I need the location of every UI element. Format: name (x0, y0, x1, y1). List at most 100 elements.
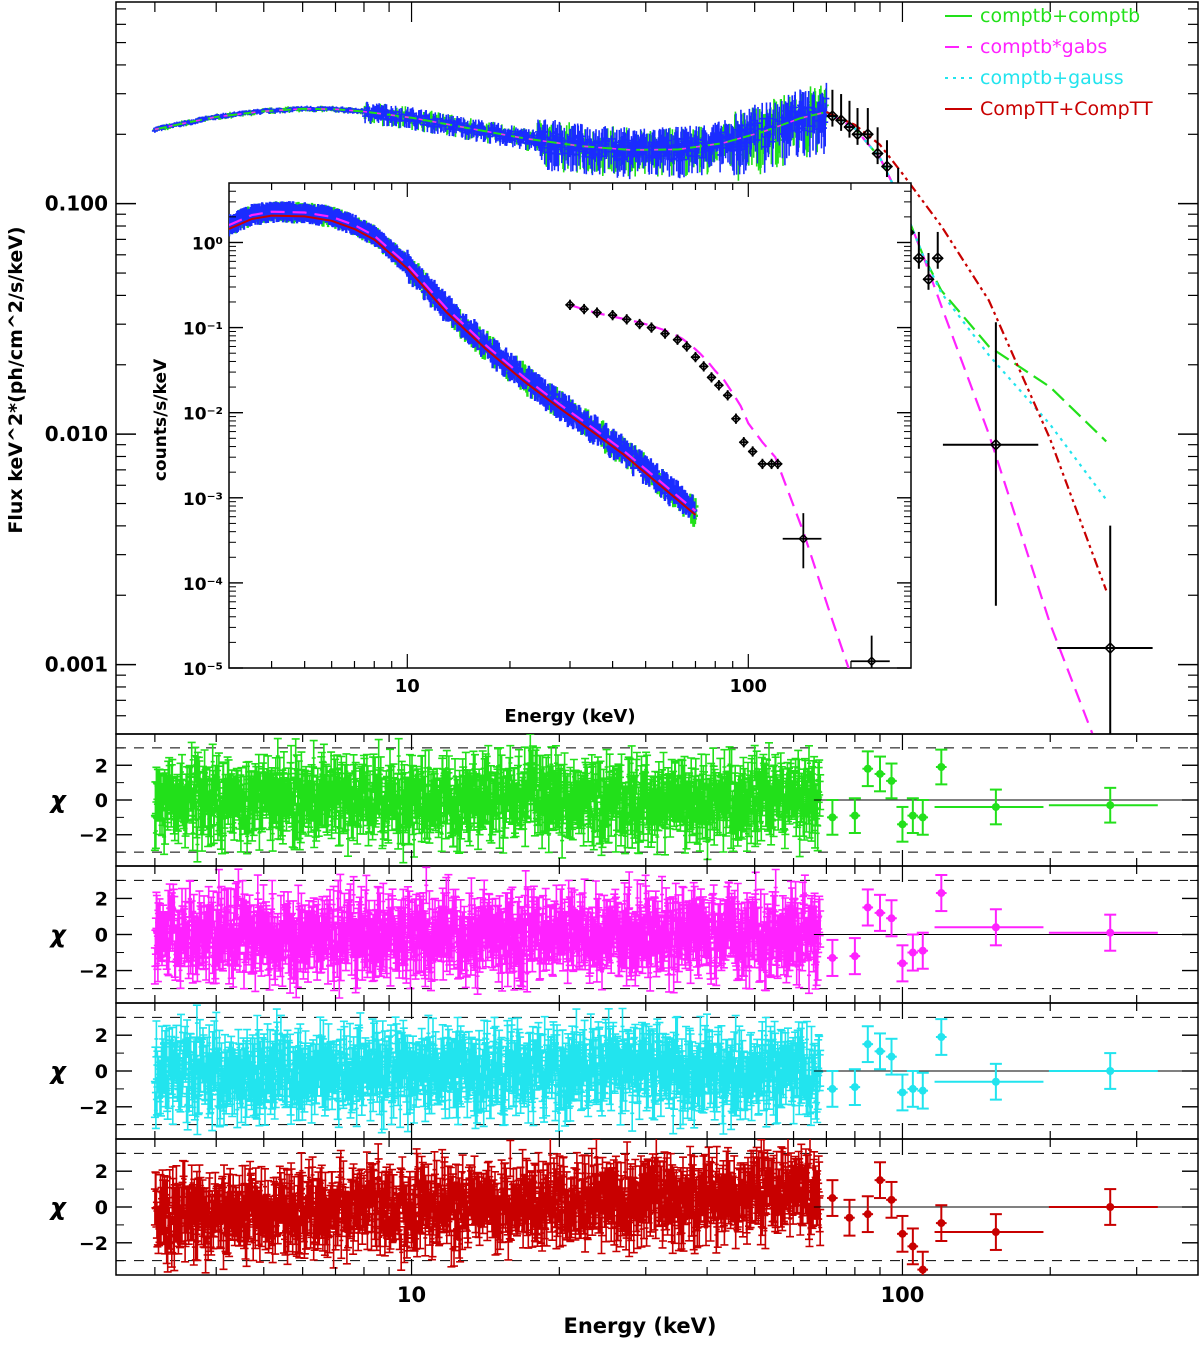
residual-y-tick-label: 2 (95, 1161, 108, 1183)
inset-y-tick-label: 10⁻⁴ (183, 575, 223, 595)
inset-x-tick-label: 10 (395, 676, 420, 697)
inset-point (698, 361, 709, 372)
high-energy-point (826, 89, 839, 127)
residual-point-marker (918, 1086, 927, 1095)
residual-point (826, 938, 839, 977)
residual-point (934, 788, 1044, 826)
inset-point-marker (722, 390, 733, 401)
high-energy-point (931, 231, 944, 269)
inset-point-marker (565, 299, 575, 310)
residual-point-marker (898, 959, 907, 968)
residual-point (906, 1227, 919, 1266)
residual-panel-comptt-comptt: −2 0 2 χ (48, 1138, 1199, 1276)
residual-y-tick-label: −2 (79, 961, 108, 983)
high-energy-marker (871, 147, 884, 160)
inset-y-axis-label: counts/s/keV (151, 358, 171, 481)
residual-point (1048, 786, 1158, 824)
bottom-x-axis-label: Energy (keV) (563, 1314, 716, 1338)
residual-point-marker (991, 1228, 1000, 1237)
residual-point (848, 1068, 861, 1106)
high-energy-marker (835, 114, 848, 127)
inset-model-red (229, 214, 697, 516)
inset-point (579, 303, 590, 315)
residual-point-marker (908, 948, 917, 957)
residual-clipped-group (116, 1004, 1198, 1136)
high-energy-point (861, 108, 874, 145)
residual-point-marker (937, 1033, 946, 1041)
residual-point (1048, 1188, 1158, 1226)
residual-point (934, 1062, 1044, 1101)
residual-point (885, 899, 898, 938)
residual-point-marker (850, 1083, 859, 1092)
legend: comptb+comptb comptb*gabs comptb+gauss Comp… (945, 5, 1153, 120)
residual-point (848, 797, 861, 834)
residual-point (935, 1018, 948, 1056)
high-energy-marker (1104, 641, 1117, 655)
residual-y-tick-label: −2 (79, 1097, 108, 1119)
residual-point (896, 1073, 909, 1112)
residual-point-marker (918, 1265, 927, 1274)
residual-point-marker (850, 952, 859, 961)
high-energy-point (922, 252, 935, 290)
main-y-axis-label: Flux keV^2*(ph/cm^2/s/keV) (5, 226, 27, 533)
high-energy-marker (922, 273, 935, 286)
residual-point-marker (908, 1242, 917, 1251)
residual-point-marker (991, 1077, 1000, 1086)
inset-ticks: 10⁰ 10⁻¹ 10⁻² 10⁻³ 10⁻⁴ 10⁻⁵ 10 100 (183, 183, 911, 697)
high-energy-marker (912, 252, 925, 265)
inset-point (607, 309, 618, 321)
residual-point (873, 1032, 886, 1071)
residual-point-marker (828, 953, 837, 962)
inset-point-marker (866, 656, 877, 667)
high-energy-point (942, 322, 1039, 606)
residual-point (826, 1070, 839, 1108)
bottom-x-tick-label: 100 (881, 1283, 925, 1307)
residual-point-marker (1106, 1067, 1115, 1075)
inset-point-marker (706, 372, 717, 383)
inset-point-marker (730, 413, 741, 424)
residual-point-marker (1106, 928, 1115, 937)
inset-model-lowE (229, 210, 697, 512)
inset-point (772, 458, 783, 470)
inset-point-marker (681, 341, 692, 352)
residual-point (906, 797, 919, 834)
high-energy-marker (931, 252, 944, 265)
inset-point (690, 351, 701, 363)
model-curve-comptb-gauss (825, 111, 1108, 501)
residual-point-marker (887, 914, 896, 923)
high-energy-point (843, 100, 856, 138)
model-curve-common (154, 107, 827, 152)
residual-point (826, 1179, 839, 1217)
residual-point-marker (875, 1047, 884, 1056)
inset-point (757, 458, 768, 470)
residual-y-tick-label: 2 (95, 888, 108, 910)
residual-panels: −2 0 2 χ −2 0 2 χ −2 0 2 χ −2 0 2 χ 10 100 (48, 733, 1199, 1307)
main-clipped-group (151, 82, 1153, 734)
inset-point-marker (738, 437, 749, 448)
residual-point-marker (863, 903, 872, 912)
high-energy-point (912, 231, 925, 269)
residual-y-axis-label: χ (48, 921, 67, 949)
inset-point-marker (698, 361, 709, 372)
residual-point-marker (937, 1219, 946, 1228)
bottom-x-tick-label: 10 (397, 1283, 426, 1307)
inset-point-marker (672, 334, 683, 345)
main-y-tick-label: 0.010 (45, 422, 108, 446)
residual-point (916, 931, 929, 970)
residual-point-marker (937, 763, 946, 771)
main-y-tick-label: 0.100 (45, 192, 108, 216)
residual-point-marker (887, 1195, 896, 1204)
residual-y-tick-label: 0 (95, 1197, 108, 1219)
residual-point (826, 799, 839, 836)
residual-point-marker (887, 1052, 896, 1061)
inset-point (730, 413, 741, 424)
inset-point (782, 513, 822, 569)
residual-point (934, 1213, 1044, 1251)
model-curve-comptt-comptt (825, 110, 1108, 591)
inset-point (851, 635, 890, 668)
high-energy-point (1057, 525, 1153, 734)
residual-point-marker (991, 802, 1000, 811)
inset-y-tick-label: 10⁻⁵ (183, 660, 223, 680)
residual-point-marker (887, 776, 896, 785)
